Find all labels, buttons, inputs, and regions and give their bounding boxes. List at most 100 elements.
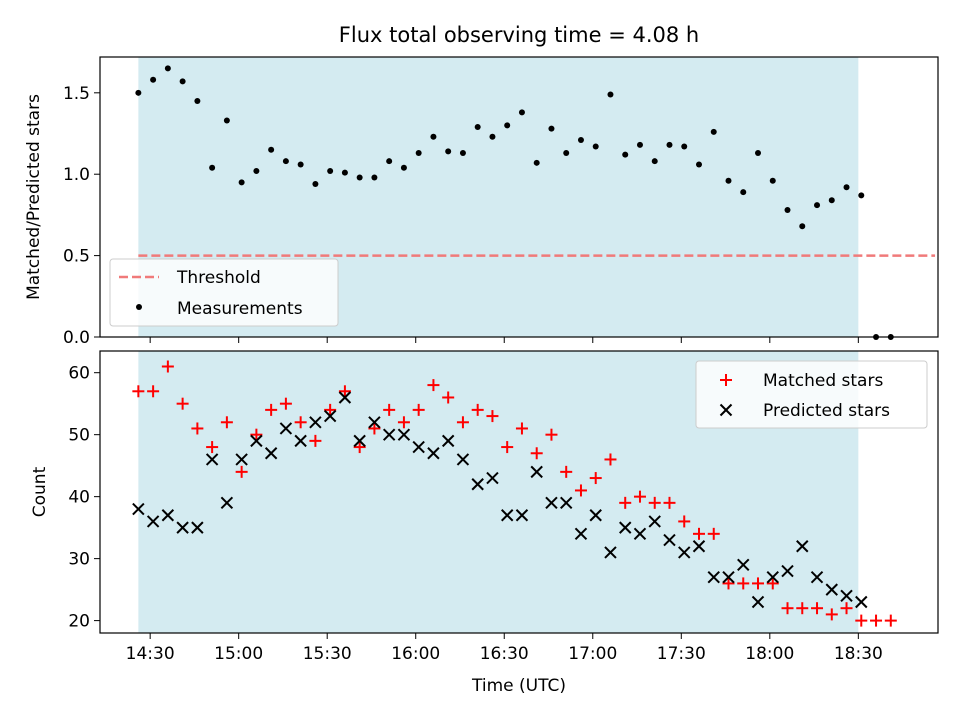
predicted-star-point xyxy=(604,546,617,559)
predicted-star-point xyxy=(751,595,765,609)
matched-star-point xyxy=(648,496,661,509)
matched-star-point xyxy=(707,527,720,540)
predicted-star-point xyxy=(530,465,543,479)
x-marker-b xyxy=(309,416,322,429)
measurement-point xyxy=(799,223,806,230)
x-marker-b xyxy=(338,391,352,404)
matched-star-point xyxy=(176,397,189,410)
legend-box xyxy=(109,258,339,327)
matched-star-point xyxy=(545,428,558,441)
predicted-star-point xyxy=(205,453,219,466)
matched-star-point xyxy=(235,465,248,478)
x-marker-b xyxy=(441,434,455,448)
x-marker-b xyxy=(132,502,145,516)
matched-star-point xyxy=(191,422,204,435)
legend-measurements-swatch xyxy=(136,304,142,310)
x-tick-label: 16:00 xyxy=(391,644,440,664)
x-marker-b xyxy=(781,564,794,578)
measurement-point xyxy=(518,109,525,116)
predicted-star-point xyxy=(279,422,293,435)
measurement-point xyxy=(577,137,584,144)
predicted-star-point xyxy=(412,440,425,454)
x-marker-b xyxy=(751,595,765,609)
measurement-point xyxy=(651,158,658,165)
measurement-point xyxy=(238,179,245,186)
matched-star-point xyxy=(501,441,514,454)
x-marker-b xyxy=(604,546,617,559)
legend-predicted-label: Predicted stars xyxy=(763,401,890,421)
predicted-star-point xyxy=(825,583,838,596)
x-marker-b xyxy=(323,409,337,423)
predicted-star-point xyxy=(250,434,263,448)
legend-matched-swatch xyxy=(720,374,732,386)
bottom-y-tick-label: 60 xyxy=(68,364,90,384)
measurement-point xyxy=(459,150,466,157)
measurement-point xyxy=(504,122,511,129)
top-frame xyxy=(99,56,939,338)
bottom-frame xyxy=(99,350,939,634)
matched-star-point xyxy=(397,416,410,429)
measurement-point xyxy=(164,65,171,72)
x-marker-b xyxy=(353,434,366,448)
measurement-point xyxy=(430,133,437,140)
measurement-point xyxy=(710,128,717,135)
x-marker-b xyxy=(545,496,558,510)
measurement-point xyxy=(400,164,407,171)
predicted-star-point xyxy=(294,434,307,448)
bottom-y-tick-label: 30 xyxy=(68,550,90,570)
predicted-star-point xyxy=(427,447,440,460)
x-tick-label: 18:00 xyxy=(745,644,794,664)
bottom-y-tick-label: 50 xyxy=(68,426,90,446)
predicted-star-point xyxy=(220,496,234,510)
matched-star-point xyxy=(663,496,676,509)
x-marker-b xyxy=(796,540,809,553)
predicted-star-point xyxy=(441,434,455,448)
matched-star-point xyxy=(737,577,750,590)
measurement-point xyxy=(386,158,393,165)
matched-star-point xyxy=(766,577,779,590)
matched-star-point xyxy=(368,422,381,435)
matched-star-point xyxy=(796,602,809,615)
predicted-star-point xyxy=(191,521,204,534)
x-marker-b xyxy=(840,589,853,603)
x-marker-b xyxy=(382,428,396,441)
predicted-star-point xyxy=(309,416,322,429)
predicted-star-point xyxy=(766,571,779,584)
matched-star-point xyxy=(752,577,765,590)
predicted-star-point xyxy=(176,521,189,534)
matched-star-point xyxy=(132,385,145,398)
top-y-tick-label: 1.5 xyxy=(63,84,90,104)
predicted-star-point xyxy=(589,509,602,522)
matched-star-point xyxy=(265,403,278,416)
predicted-star-point xyxy=(619,521,632,534)
x-tick-label: 15:30 xyxy=(303,644,352,664)
x-marker-b xyxy=(161,509,175,522)
predicted-star-point xyxy=(132,502,145,516)
x-marker-b xyxy=(855,595,868,609)
top-y-tick-label: 0.5 xyxy=(63,247,90,267)
predicted-star-point xyxy=(235,453,248,466)
measurement-point xyxy=(740,189,747,196)
measurement-point xyxy=(194,97,201,104)
x-marker-b xyxy=(412,440,425,454)
matched-star-point xyxy=(515,422,528,435)
x-marker-b xyxy=(191,521,204,534)
measurement-point xyxy=(209,164,216,171)
predicted-star-point xyxy=(678,546,691,559)
matched-star-point xyxy=(781,602,794,615)
measurement-point xyxy=(415,150,422,157)
x-marker-b xyxy=(264,447,278,460)
x-marker-b xyxy=(766,571,779,584)
measurement-point xyxy=(356,174,363,181)
measurement-point xyxy=(695,161,702,168)
measurement-point xyxy=(445,148,452,155)
matched-star-point xyxy=(279,397,292,410)
measurement-point xyxy=(282,158,289,165)
predicted-star-point xyxy=(692,540,706,553)
x-marker-b xyxy=(500,509,514,522)
x-marker-b xyxy=(456,453,470,466)
matched-star-point xyxy=(560,465,573,478)
bottom-panel: 14:30 15:00 15:30 16:00 16:30 17:00 17:30 18:00… xyxy=(68,350,939,664)
matched-star-point xyxy=(722,577,735,590)
